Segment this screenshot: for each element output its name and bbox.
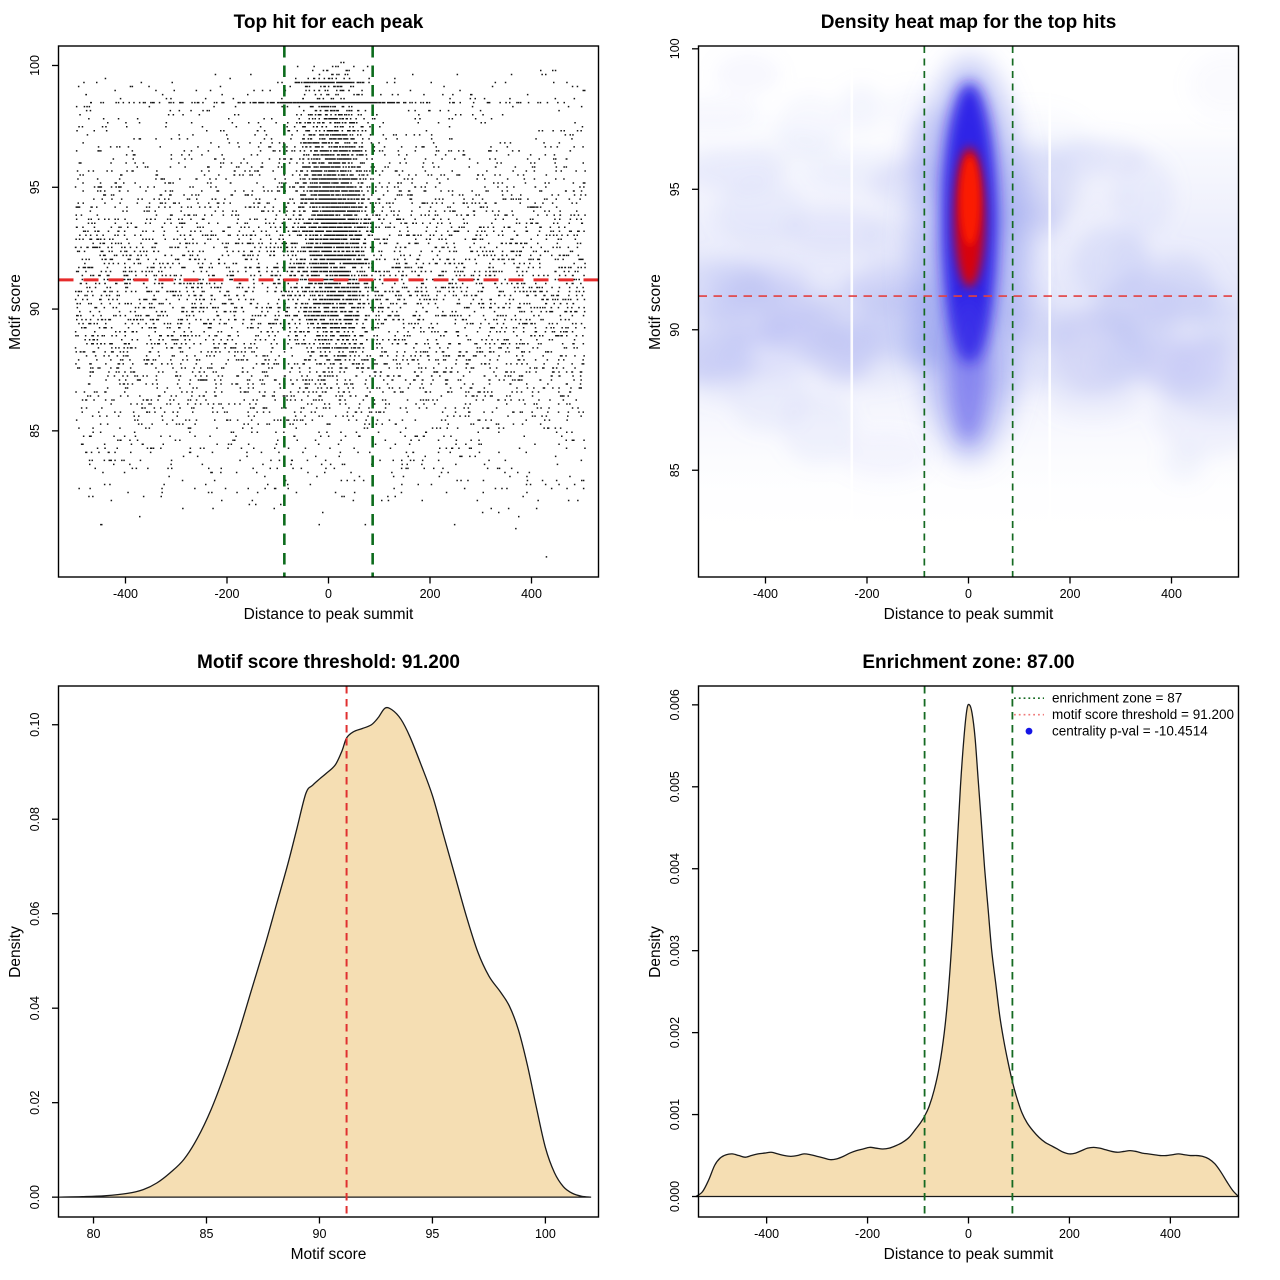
x-axis-label: Distance to peak summit — [884, 606, 1054, 623]
y-tick-label: 95 — [668, 182, 682, 196]
x-tick-label: -400 — [753, 587, 778, 601]
heatmap-field — [698, 46, 1239, 577]
chart-title: Top hit for each peak — [234, 12, 424, 33]
x-tick-label: -400 — [754, 1227, 779, 1241]
scatter-plot-content: -400 -200 0 200 400 85 90 95 100 — [28, 45, 600, 601]
enrichment-density-content: -400 -200 0 200 400 0.000 0.001 0.002 0.003 0.004… — [668, 685, 1240, 1241]
y-tick-label: 85 — [668, 463, 682, 477]
x-tick-label: 0 — [965, 587, 972, 601]
x-tick-label: 400 — [1160, 1227, 1181, 1241]
motif-density-content: 80 85 90 95 100 0.00 0.02 0.04 0.06 0.08 0.10 — [28, 685, 600, 1241]
x-tick-label: 0 — [325, 587, 332, 601]
chart-title: Density heat map for the top hits — [821, 12, 1117, 33]
plot-box — [57, 685, 600, 1218]
y-axis-ticks: 0.00 0.02 0.04 0.06 0.08 0.10 — [28, 713, 59, 1209]
y-tick-label: 0.006 — [668, 689, 682, 720]
y-tick-label: 0.04 — [28, 996, 42, 1020]
legend-dot-sample — [1025, 727, 1033, 735]
x-tick-label: 200 — [1060, 587, 1081, 601]
x-tick-label: -200 — [855, 1227, 880, 1241]
heatmap-density-layer — [960, 155, 980, 246]
x-tick-label: 200 — [1059, 1227, 1080, 1241]
heatmap-white-streak — [1048, 46, 1052, 577]
x-axis-ticks: 80 85 90 95 100 — [87, 1217, 556, 1241]
y-tick-label: 90 — [668, 323, 682, 337]
panel-motif-score-density: 80 85 90 95 100 0.00 0.02 0.04 0.06 0.08 0.10 Moti… — [0, 640, 640, 1280]
y-axis-label: Motif score — [7, 274, 24, 350]
legend-label: motif score threshold = 91.200 — [1052, 707, 1234, 722]
y-tick-label: 95 — [28, 180, 42, 194]
y-axis-label: Density — [7, 926, 24, 978]
chart-title: Motif score threshold: 91.200 — [197, 652, 460, 673]
x-axis-ticks: -400 -200 0 200 400 — [113, 577, 542, 601]
y-tick-label: 0.08 — [28, 807, 42, 831]
heatmap-density-layer — [948, 296, 989, 443]
y-tick-label: 0.000 — [668, 1181, 682, 1212]
x-tick-label: -400 — [113, 587, 138, 601]
x-axis-ticks: -400 -200 0 200 400 — [754, 1217, 1181, 1241]
y-tick-label: 90 — [28, 302, 42, 316]
panel-top-hits-scatter: -400 -200 0 200 400 85 90 95 100 Top hit for eac… — [0, 0, 640, 640]
x-tick-label: -200 — [214, 587, 239, 601]
y-tick-label: 0.10 — [28, 713, 42, 737]
x-tick-label: 80 — [87, 1227, 101, 1241]
y-tick-label: 100 — [28, 55, 42, 76]
panel-density-heatmap: -400 -200 0 200 400 85 90 95 100 Density heat ma… — [640, 0, 1280, 640]
y-axis-label: Density — [647, 926, 664, 978]
y-tick-label: 100 — [668, 38, 682, 59]
y-tick-label: 0.00 — [28, 1185, 42, 1209]
y-axis-ticks: 85 90 95 100 — [668, 38, 699, 477]
y-tick-label: 0.003 — [668, 935, 682, 966]
legend-label: centrality p-val = -10.4514 — [1052, 724, 1208, 739]
panel-enrichment-zone-density: -400 -200 0 200 400 0.000 0.001 0.002 0.003 0.004… — [640, 640, 1280, 1280]
y-tick-label: 85 — [28, 424, 42, 438]
scatter-points — [74, 61, 587, 558]
x-tick-label: -200 — [854, 587, 879, 601]
y-tick-label: 0.001 — [668, 1099, 682, 1130]
scatter-plot-canvas: -400 -200 0 200 400 85 90 95 100 Top hit for eac… — [7, 12, 600, 623]
y-axis-ticks: 0.000 0.001 0.002 0.003 0.004 0.005 0.006 — [668, 689, 699, 1212]
x-tick-label: 400 — [1161, 587, 1182, 601]
heatmap-white-streak — [850, 46, 854, 577]
x-tick-label: 0 — [965, 1227, 972, 1241]
x-tick-label: 100 — [535, 1227, 556, 1241]
y-tick-label: 0.005 — [668, 771, 682, 802]
y-axis-ticks: 85 90 95 100 — [28, 55, 59, 438]
y-tick-label: 0.02 — [28, 1090, 42, 1114]
x-tick-label: 200 — [420, 587, 441, 601]
y-tick-label: 0.002 — [668, 1017, 682, 1048]
y-tick-label: 0.004 — [668, 853, 682, 884]
chart-title: Enrichment zone: 87.00 — [862, 652, 1074, 673]
motif-density-canvas: 80 85 90 95 100 0.00 0.02 0.04 0.06 0.08 0.10 Moti… — [7, 652, 600, 1263]
x-tick-label: 95 — [425, 1227, 439, 1241]
x-tick-label: 85 — [200, 1227, 214, 1241]
y-axis-label: Motif score — [647, 274, 664, 350]
x-axis-ticks: -400 -200 0 200 400 — [753, 577, 1182, 601]
density-area — [58, 706, 592, 1198]
density-area — [695, 703, 1240, 1198]
y-tick-label: 0.06 — [28, 902, 42, 926]
heatmap-canvas: -400 -200 0 200 400 85 90 95 100 Density heat ma… — [647, 12, 1240, 623]
x-axis-label: Distance to peak summit — [244, 606, 414, 623]
x-tick-label: 400 — [521, 587, 542, 601]
heatmap-content: -400 -200 0 200 400 85 90 95 100 — [668, 38, 1240, 601]
x-axis-label: Motif score — [291, 1246, 367, 1263]
legend-label: enrichment zone = 87 — [1052, 691, 1182, 706]
x-axis-label: Distance to peak summit — [884, 1246, 1054, 1263]
x-tick-label: 90 — [313, 1227, 327, 1241]
enrichment-density-canvas: -400 -200 0 200 400 0.000 0.001 0.002 0.003 0.004… — [647, 652, 1240, 1263]
